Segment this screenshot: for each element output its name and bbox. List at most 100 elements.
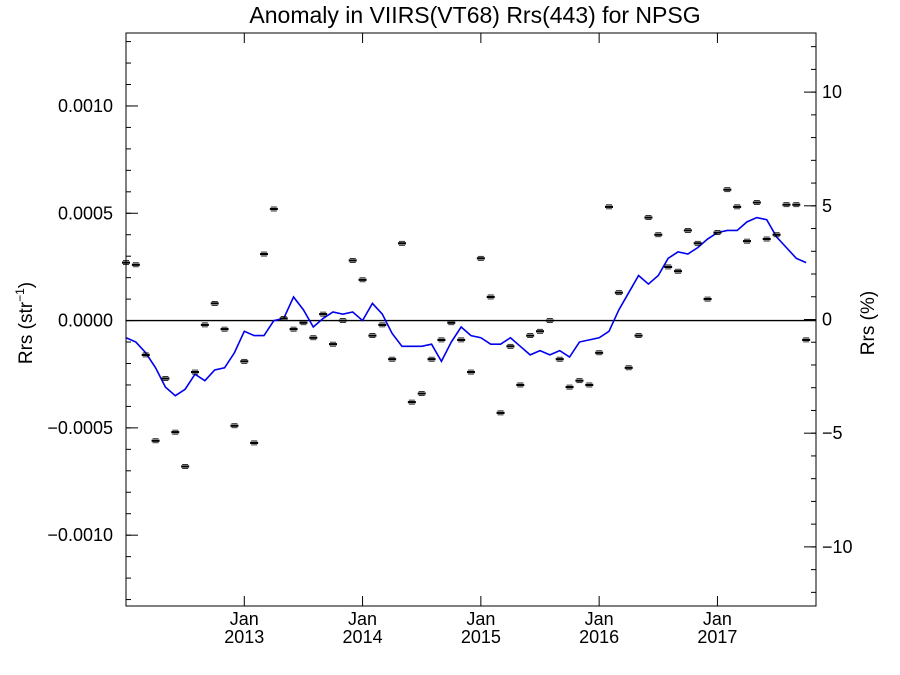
monthly-anomaly-point [575,378,584,384]
monthly-anomaly-point [131,262,140,268]
monthly-anomaly-point [496,410,505,416]
x-tick-year-label: 2017 [697,627,737,647]
monthly-anomaly-point [654,232,663,238]
monthly-anomaly-point [545,318,554,323]
x-tick-month-label: Jan [585,609,614,629]
monthly-anomaly-point [733,204,742,210]
monthly-anomaly-point [171,429,180,435]
monthly-anomaly-point [476,255,485,261]
series-points-layer [122,187,811,469]
y-axis-left-label: Rrs (str−1) [13,282,37,364]
y-axis-left-label-text: Rrs (str [16,301,37,364]
monthly-anomaly-point [319,311,328,317]
series-line-layer [125,216,807,397]
y-left-tick-label: 0.0010 [58,96,113,116]
monthly-anomaly-point [269,206,278,212]
x-tick-year-label: 2016 [579,627,619,647]
monthly-anomaly-point [200,322,209,328]
monthly-anomaly-point [181,464,190,469]
monthly-anomaly-point [624,365,633,371]
running-mean-line [125,216,807,397]
monthly-anomaly-point [368,333,377,338]
monthly-anomaly-point [555,356,564,362]
y-axis-left-label-close: ) [16,282,37,288]
y-right-tick-label: −5 [822,423,843,443]
monthly-anomaly-point [338,318,347,323]
monthly-anomaly-point [191,369,199,375]
plot-frame [125,32,817,607]
monthly-anomaly-point [703,296,712,302]
y-right-tick-label: 10 [822,82,842,102]
monthly-anomaly-point [565,384,574,390]
monthly-anomaly-point [220,326,229,332]
monthly-anomaly-point [309,335,318,341]
monthly-anomaly-point [792,202,801,208]
monthly-anomaly-point [447,320,456,326]
x-tick-month-label: Jan [348,609,377,629]
monthly-anomaly-point [230,423,239,429]
y-right-tick-label: 5 [822,196,832,216]
x-tick-year-label: 2015 [461,627,501,647]
monthly-anomaly-point [634,333,643,338]
tick-labels-layer: 0.0010 0.0005 0.0000 −0.0005 −0.0010 10 5 0 −5 −1… [47,82,852,647]
monthly-anomaly-point [683,228,692,233]
monthly-anomaly-point [457,337,466,343]
monthly-anomaly-point [407,399,416,405]
monthly-anomaly-point [486,294,495,300]
monthly-anomaly-point [279,316,288,321]
monthly-anomaly-point [802,337,811,343]
x-tick-month-label: Jan [466,609,495,629]
svg-text:Rrs (str−1): Rrs (str−1) [13,282,37,364]
y-left-tick-label: 0.0000 [58,311,113,331]
monthly-anomaly-point [516,382,525,388]
monthly-anomaly-point [250,440,259,446]
x-tick-year-label: 2014 [343,627,383,647]
monthly-anomaly-point [388,356,397,362]
y-right-tick-label: −10 [822,537,853,557]
monthly-anomaly-point [161,376,170,381]
monthly-anomaly-point [536,328,544,334]
monthly-anomaly-point [329,341,337,347]
monthly-anomaly-point [762,236,771,242]
y-axis-left-label-superscript: −1 [13,288,27,302]
x-tick-month-label: Jan [703,609,732,629]
monthly-anomaly-point [506,343,515,349]
y-left-tick-label: −0.0005 [47,418,113,438]
y-left-tick-label: 0.0005 [58,203,113,223]
monthly-anomaly-point [417,391,426,396]
monthly-anomaly-point [348,258,357,263]
x-tick-month-label: Jan [230,609,259,629]
monthly-anomaly-point [398,240,406,246]
monthly-anomaly-point [289,326,298,332]
y-axis-right-label: Rrs (%) [858,291,879,355]
monthly-anomaly-point [644,215,653,220]
monthly-anomaly-point [526,333,535,338]
monthly-anomaly-point [693,240,702,246]
monthly-anomaly-point [210,301,219,306]
monthly-anomaly-point [614,290,623,296]
monthly-anomaly-point [782,202,791,208]
monthly-anomaly-point [772,232,781,238]
monthly-anomaly-point [752,200,761,205]
monthly-anomaly-point [427,356,436,362]
x-tick-year-label: 2013 [224,627,264,647]
y-left-tick-label: −0.0010 [47,525,113,545]
monthly-anomaly-point [358,277,367,283]
monthly-anomaly-point [378,322,387,328]
monthly-anomaly-point [664,264,673,270]
monthly-anomaly-point [605,204,613,210]
monthly-anomaly-point [743,238,751,244]
monthly-anomaly-point [585,382,594,388]
monthly-anomaly-point [595,350,604,356]
monthly-anomaly-point [467,369,475,375]
monthly-anomaly-point [260,251,268,257]
y-right-tick-label: 0 [822,310,832,330]
chart-title: Anomaly in VIIRS(VT68) Rrs(443) for NPSG [249,2,700,28]
monthly-anomaly-point [674,268,682,274]
monthly-anomaly-point [437,337,446,343]
monthly-anomaly-point [151,438,160,444]
monthly-anomaly-point [240,358,249,364]
monthly-anomaly-point [713,230,722,235]
monthly-anomaly-point [299,320,308,326]
